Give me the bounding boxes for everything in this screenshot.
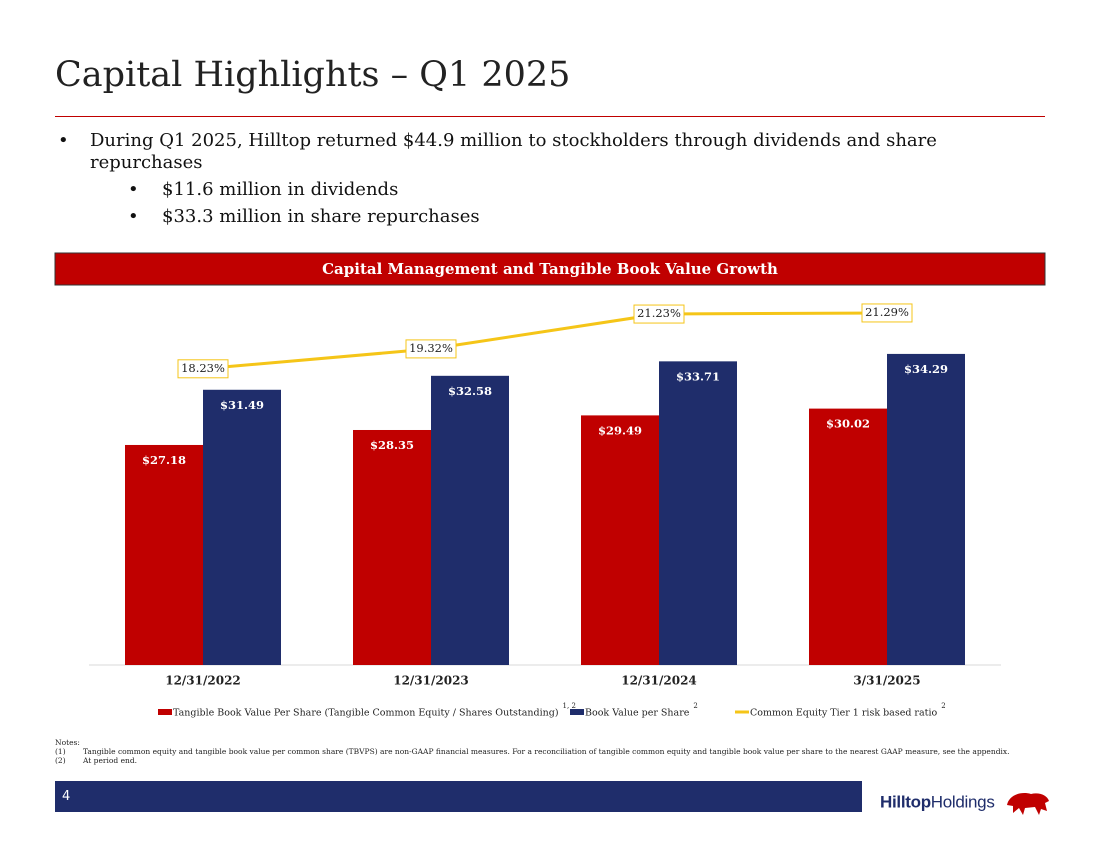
chart-header-bar <box>54 252 1046 286</box>
bar <box>809 408 887 665</box>
chart-title: Capital Management and Tangible Book Val… <box>322 260 778 278</box>
value-label-box <box>405 339 457 359</box>
value-label: $33.71 <box>676 369 720 383</box>
value-label: $32.58 <box>448 384 492 398</box>
bullet-text: $33.3 million in share repurchases <box>162 206 480 227</box>
logo: HilltopHoldings <box>880 789 1051 817</box>
footer-bar <box>55 781 862 812</box>
value-label: 21.29% <box>865 305 909 319</box>
note: (2) At period end. <box>55 756 1045 765</box>
x-tick-label: 12/31/2023 <box>393 674 469 688</box>
note: (1) Tangible common equity and tangible b… <box>55 747 1045 756</box>
value-label-box <box>177 359 229 379</box>
logo-rest: Holdings <box>930 792 995 812</box>
x-tick-label: 3/31/2025 <box>853 674 920 688</box>
value-label: $30.02 <box>826 417 870 431</box>
note-text: At period end. <box>83 756 138 765</box>
page-number: 4 <box>62 789 71 804</box>
x-tick-label: 12/31/2022 <box>165 674 241 688</box>
bar <box>353 429 431 665</box>
note-text: Tangible common equity and tangible book… <box>83 747 1010 756</box>
legend-footnote-ref: 2 <box>693 702 697 710</box>
value-label: $31.49 <box>220 398 264 412</box>
value-label: $29.49 <box>598 423 642 437</box>
legend-label: Tangible Book Value Per Share (Tangible … <box>173 708 559 719</box>
value-label: 19.32% <box>409 341 453 355</box>
bar <box>203 389 281 665</box>
legend-label: Book Value per Share <box>585 708 690 719</box>
sub-bullet: • $33.3 million in share repurchases <box>128 206 480 227</box>
bar <box>581 415 659 665</box>
value-label: $28.35 <box>370 438 414 452</box>
line <box>202 311 888 371</box>
note-marker: (2) <box>55 756 66 765</box>
legend-footnote-ref: 1, 2 <box>563 702 576 710</box>
bar <box>659 361 737 665</box>
value-label-box <box>861 303 913 323</box>
legend-swatch <box>570 709 584 715</box>
note-marker: (1) <box>55 747 66 756</box>
value-label: 18.23% <box>181 361 225 375</box>
notes-heading: Notes: <box>55 738 80 747</box>
title-rule <box>55 116 1045 117</box>
bullet-text: $11.6 million in dividends <box>162 179 399 200</box>
legend-footnote-ref: 2 <box>941 702 945 710</box>
bar <box>125 444 203 665</box>
value-label-box <box>633 304 685 324</box>
logo-icon <box>1006 793 1049 815</box>
legend-label: Common Equity Tier 1 risk based ratio <box>750 708 937 719</box>
legend-swatch <box>158 709 172 715</box>
bar <box>887 353 965 665</box>
x-tick-label: 12/31/2024 <box>621 674 697 688</box>
notes: Notes: (1) Tangible common equity and tan… <box>55 738 1045 765</box>
value-label: $34.29 <box>904 362 948 376</box>
logo-bold: Hilltop <box>880 792 931 812</box>
value-label: $27.18 <box>142 453 186 467</box>
slide-title: Capital Highlights – Q1 2025 <box>55 55 571 95</box>
sub-bullet: • $11.6 million in dividends <box>128 179 399 200</box>
bullet: • During Q1 2025, Hilltop returned $44.9 … <box>58 130 978 174</box>
value-label: 21.23% <box>637 306 681 320</box>
bar <box>431 375 509 665</box>
bullet-text: During Q1 2025, Hilltop returned $44.9 m… <box>90 130 937 173</box>
